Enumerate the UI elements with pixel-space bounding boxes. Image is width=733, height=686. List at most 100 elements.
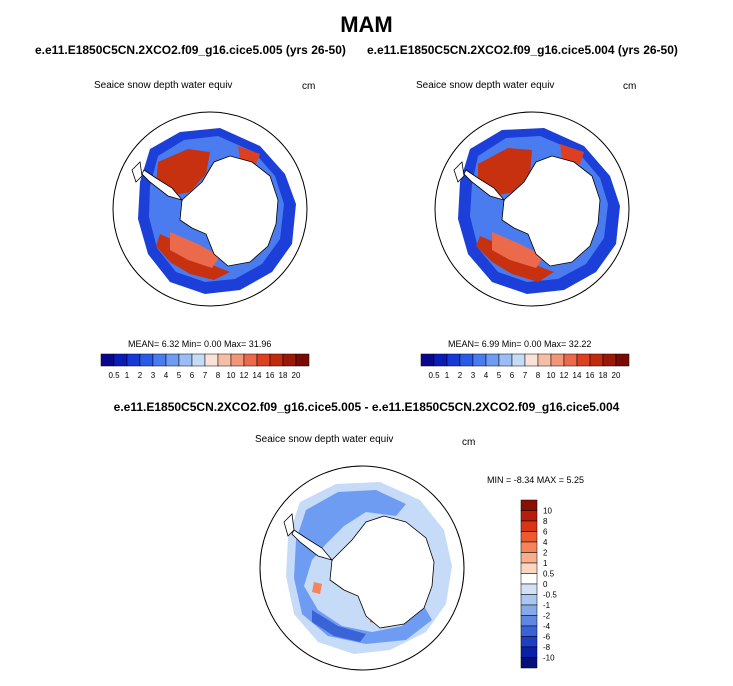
units-label-diff: cm bbox=[462, 437, 476, 448]
colorbar-swatch bbox=[520, 573, 538, 585]
colorbar-tick-label: -2 bbox=[543, 612, 551, 621]
colorbar-swatch bbox=[520, 636, 538, 648]
colorbar-tick-label: 20 bbox=[292, 371, 301, 380]
units-label-left: cm bbox=[302, 81, 316, 92]
colorbar-tick-label: 0.5 bbox=[428, 371, 440, 380]
moderate-snow-ross bbox=[492, 232, 544, 268]
colorbar-tick-label: 4 bbox=[164, 371, 169, 380]
antarctic-peninsula bbox=[463, 169, 506, 201]
colorbar-tick-label: 1 bbox=[445, 371, 450, 380]
colorbar-swatch bbox=[550, 353, 565, 367]
colorbar-tick-label: 0.5 bbox=[543, 570, 555, 579]
colorbar-swatch bbox=[520, 562, 538, 574]
diff-min-max: MIN = -8.34 MAX = 5.25 bbox=[487, 475, 585, 485]
colorbar-swatch bbox=[152, 353, 167, 367]
colorbar-swatch bbox=[204, 353, 219, 367]
colorbar-right: 0.5 1 2 3 4 5 6 7 8 10 12 14 16 18 20 bbox=[420, 353, 630, 380]
colorbar-swatch bbox=[563, 353, 578, 367]
colorbar-swatch bbox=[282, 353, 297, 367]
colorbar-tick-label: 10 bbox=[227, 371, 236, 380]
colorbar-tick-label: 10 bbox=[547, 371, 556, 380]
moderate-snow-east bbox=[560, 144, 584, 164]
colorbar-tick-label: -6 bbox=[543, 633, 551, 642]
colorbar-tick-label: 6 bbox=[190, 371, 195, 380]
south-america-tip bbox=[453, 161, 465, 183]
colorbar-tick-label: 10 bbox=[543, 507, 552, 516]
colorbar-swatch bbox=[446, 353, 461, 367]
colorbar-tick-label: 20 bbox=[612, 371, 621, 380]
colorbar-swatch bbox=[520, 594, 538, 606]
run-title-left: e.e11.E1850C5CN.2XCO2.f09_g16.cice5.005 … bbox=[35, 43, 346, 57]
colorbar-swatch bbox=[511, 353, 526, 367]
season-title: MAM bbox=[340, 12, 393, 37]
colorbar-swatch bbox=[520, 657, 538, 669]
colorbar-swatch bbox=[243, 353, 258, 367]
colorbar-swatch bbox=[520, 583, 538, 595]
colorbar-tick-label: -4 bbox=[543, 622, 551, 631]
colorbar-tick-label: 5 bbox=[497, 371, 502, 380]
colorbar-tick-label: 0.5 bbox=[108, 371, 120, 380]
colorbar-tick-label: 8 bbox=[543, 517, 548, 526]
antarctic-peninsula bbox=[291, 529, 334, 561]
stats-right: MEAN= 6.99 Min= 0.00 Max= 32.22 bbox=[448, 339, 592, 349]
colorbar-tick-label: 3 bbox=[471, 371, 476, 380]
run-title-right: e.e11.E1850C5CN.2XCO2.f09_g16.cice5.004 … bbox=[367, 43, 678, 57]
colorbar-swatch bbox=[615, 353, 630, 367]
diff-negative-band bbox=[294, 490, 432, 644]
colorbar-swatch bbox=[295, 353, 310, 367]
colorbar-tick-label: -1 bbox=[543, 601, 551, 610]
colorbar-swatch bbox=[602, 353, 617, 367]
colorbar-swatch bbox=[420, 353, 435, 367]
colorbar-swatch bbox=[520, 646, 538, 658]
colorbar-swatch bbox=[520, 625, 538, 637]
colorbar-tick-label: -0.5 bbox=[543, 591, 557, 600]
colorbar-tick-label: 14 bbox=[573, 371, 582, 380]
colorbar-tick-label: 16 bbox=[586, 371, 595, 380]
colorbar-swatch bbox=[100, 353, 115, 367]
variable-label-diff: Seaice snow depth water equiv bbox=[255, 434, 394, 445]
south-america-tip bbox=[131, 161, 143, 183]
colorbar-swatch bbox=[191, 353, 206, 367]
colorbar-tick-label: 8 bbox=[536, 371, 541, 380]
colorbar-tick-label: 14 bbox=[253, 371, 262, 380]
colorbar-swatch bbox=[165, 353, 180, 367]
colorbar-tick-label: 4 bbox=[484, 371, 489, 380]
colorbar-tick-label: 8 bbox=[216, 371, 221, 380]
colorbar-swatch bbox=[520, 541, 538, 553]
diff-positive-spot-2 bbox=[312, 582, 322, 594]
colorbar-tick-label: 16 bbox=[266, 371, 275, 380]
colorbar-swatch bbox=[217, 353, 232, 367]
variable-label-right: Seaice snow depth water equiv bbox=[416, 80, 555, 91]
colorbar-tick-label: 2 bbox=[458, 371, 463, 380]
colorbar-swatch bbox=[520, 510, 538, 522]
colorbar-swatch bbox=[459, 353, 474, 367]
colorbar-swatch bbox=[433, 353, 448, 367]
colorbar-swatch bbox=[126, 353, 141, 367]
polar-map-left bbox=[112, 111, 308, 307]
colorbar-swatch bbox=[256, 353, 271, 367]
colorbar-swatch bbox=[537, 353, 552, 367]
colorbar-tick-label: 18 bbox=[599, 371, 608, 380]
colorbar-swatch bbox=[520, 604, 538, 616]
colorbar-swatch bbox=[576, 353, 591, 367]
south-america-tip bbox=[283, 513, 295, 537]
antarctic-peninsula bbox=[141, 169, 184, 201]
colorbar-swatch bbox=[498, 353, 513, 367]
colorbar-tick-label: 4 bbox=[543, 538, 548, 547]
antarctica-continent bbox=[329, 515, 435, 629]
colorbar-tick-label: 6 bbox=[510, 371, 515, 380]
antarctica-continent bbox=[179, 155, 279, 267]
polar-map-difference bbox=[259, 465, 465, 671]
polar-map-right bbox=[434, 111, 630, 307]
colorbar-swatch bbox=[113, 353, 128, 367]
colorbar-swatch bbox=[520, 531, 538, 543]
colorbar-left: 0.5 1 2 3 4 5 6 7 8 10 12 14 16 18 20 bbox=[100, 353, 310, 380]
units-label-right: cm bbox=[623, 81, 637, 92]
colorbar-swatch bbox=[178, 353, 193, 367]
colorbar-tick-label: 0 bbox=[543, 580, 548, 589]
colorbar-tick-label: 18 bbox=[279, 371, 288, 380]
antarctica-continent bbox=[501, 155, 601, 267]
colorbar-swatch bbox=[520, 520, 538, 532]
colorbar-tick-label: -8 bbox=[543, 643, 551, 652]
colorbar-difference: 108 64 21 0.50 -0.5-1 -2-4 -6-8 -10 bbox=[520, 499, 557, 669]
